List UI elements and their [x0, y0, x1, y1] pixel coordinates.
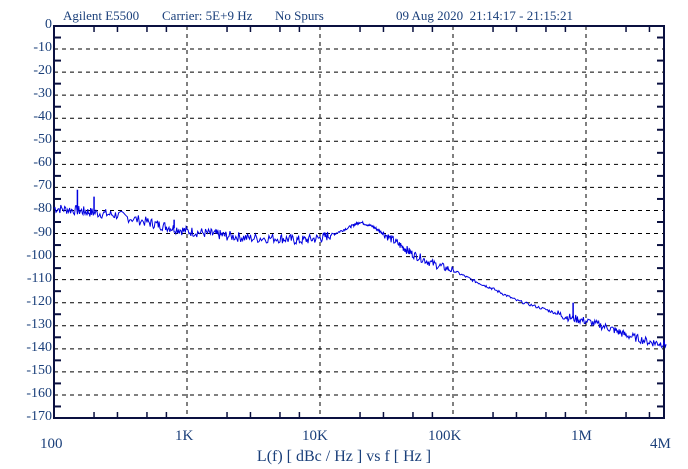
x-tick-label: 100: [40, 436, 63, 452]
x-tick-label: 1K: [175, 428, 194, 444]
x-tick-label: 4M: [650, 436, 671, 452]
y-tick-label: -80: [33, 201, 52, 217]
grid-lines: [54, 26, 664, 418]
y-tick-label: -90: [33, 224, 52, 240]
y-tick-label: -10: [33, 40, 52, 56]
y-tick-label: -100: [26, 247, 52, 263]
header-instrument: Agilent E5500: [63, 8, 140, 23]
y-tick-label: -60: [33, 155, 52, 171]
noise-trace: [53, 204, 667, 349]
y-tick-label: -30: [33, 86, 52, 102]
header-datetime: 09 Aug 2020 21:14:17 - 21:15:21: [396, 8, 573, 23]
y-tick-label: -160: [26, 385, 52, 401]
y-tick-label: -20: [33, 63, 52, 79]
y-tick-label: -50: [33, 132, 52, 148]
header-carrier: Carrier: 5E+9 Hz: [162, 8, 253, 23]
y-tick-label: -150: [26, 362, 52, 378]
y-tick-label: -130: [26, 316, 52, 332]
y-tick-label: -140: [26, 339, 52, 355]
x-tick-label: 10K: [302, 428, 328, 444]
plot-frame: [53, 25, 665, 419]
spur-lines: [76, 189, 574, 319]
x-axis-title: L(f) [ dBc / Hz ] vs f [ Hz ]: [256, 448, 432, 465]
y-tick-label: 0: [45, 17, 52, 32]
y-tick-label: -70: [33, 178, 52, 194]
y-tick-label: -40: [33, 109, 52, 125]
x-tick-label: 1M: [571, 428, 592, 444]
header-spurs: No Spurs: [275, 8, 324, 23]
axis-ticks: [54, 26, 664, 418]
y-tick-label: -110: [26, 270, 52, 286]
y-tick-label: -170: [26, 409, 52, 424]
x-tick-label: 100K: [428, 428, 462, 444]
y-tick-label: -120: [26, 293, 52, 309]
